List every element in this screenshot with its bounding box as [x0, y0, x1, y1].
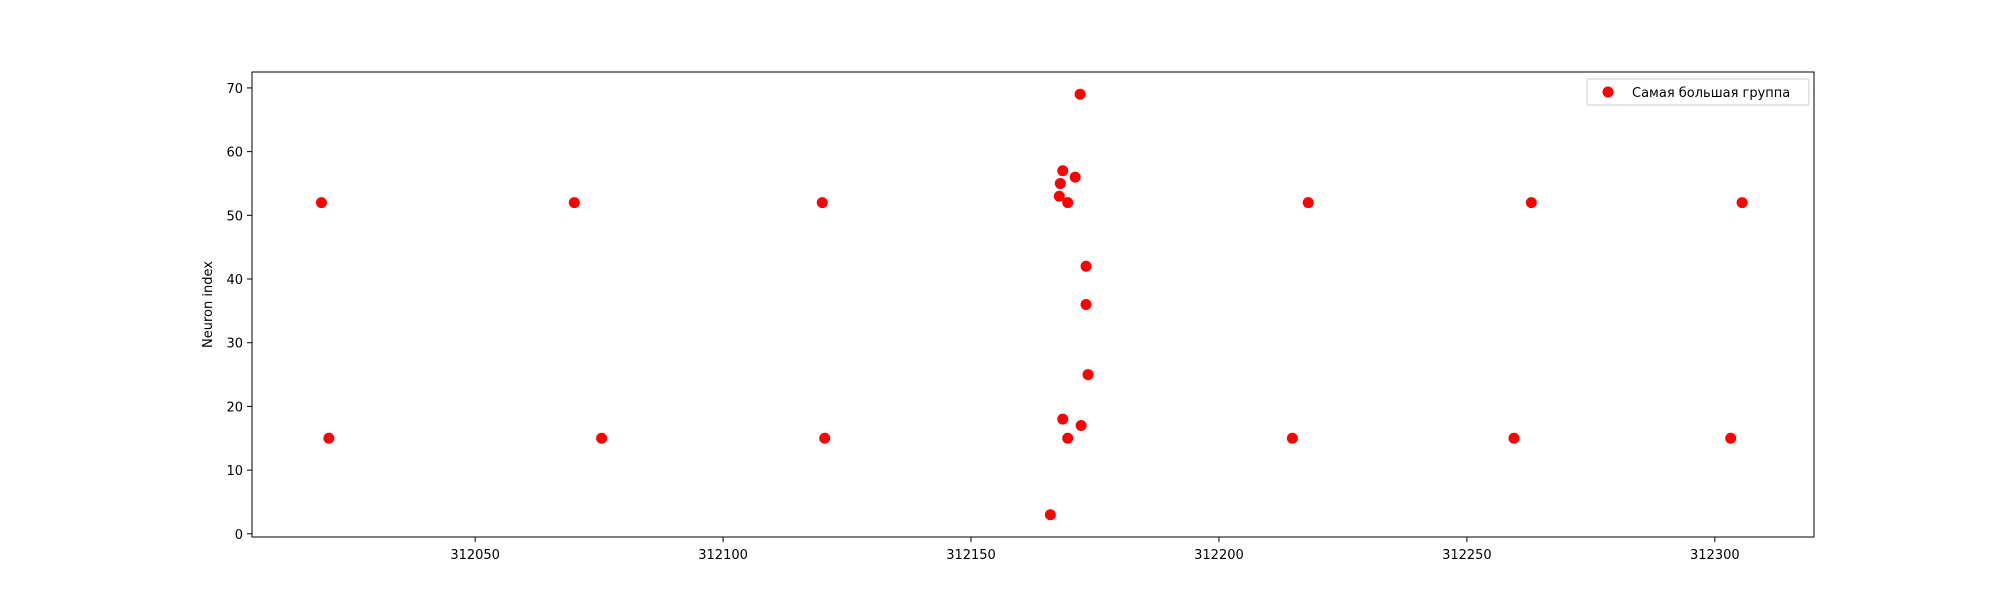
y-axis-label: Neuron index: [201, 261, 216, 348]
y-tick-label: 70: [226, 82, 243, 97]
data-point: [1080, 299, 1092, 310]
x-axis: 312050 312100 312150 312200 312250 312300: [450, 537, 1740, 563]
y-tick-label: 30: [226, 337, 243, 352]
data-point: [1075, 420, 1087, 432]
y-tick-label: 40: [226, 273, 243, 288]
data-point: [1525, 197, 1537, 209]
data-point: [1508, 432, 1520, 444]
data-point: [1053, 190, 1065, 202]
data-point: [1736, 197, 1748, 209]
data-point: [315, 197, 327, 209]
x-tick-label: 312300: [1690, 548, 1740, 563]
x-tick-label: 312100: [698, 548, 748, 563]
y-tick-label: 60: [226, 146, 243, 161]
data-points: [315, 88, 1748, 521]
data-point: [568, 197, 580, 209]
legend-box: [1586, 78, 1810, 106]
data-point: [1062, 197, 1074, 209]
data-point: [1069, 171, 1081, 183]
data-point: [1074, 88, 1086, 100]
plot-area: [251, 71, 1815, 538]
data-point: [1044, 509, 1056, 521]
x-tick-label: 312150: [946, 548, 996, 563]
data-point: [596, 432, 608, 444]
y-tick-label: 50: [226, 209, 243, 224]
data-point: [1057, 413, 1069, 425]
y-tick-label: 0: [235, 528, 243, 543]
data-point: [1286, 432, 1298, 444]
legend: Самая большая группа: [1586, 78, 1810, 106]
legend-marker: [1602, 86, 1614, 98]
data-point: [819, 432, 831, 444]
data-point: [1054, 177, 1066, 189]
data-point: [816, 197, 828, 209]
x-tick-label: 312250: [1442, 548, 1492, 563]
data-point: [1302, 197, 1314, 209]
y-tick-label: 10: [226, 464, 243, 479]
x-tick-label: 312050: [450, 548, 500, 563]
data-point: [1082, 369, 1094, 381]
legend-label: Самая большая группа: [1632, 86, 1790, 101]
data-point: [323, 432, 335, 444]
data-point: [1080, 260, 1092, 272]
y-tick-label: 20: [226, 400, 243, 415]
data-point: [1725, 432, 1737, 444]
data-point: [1062, 432, 1074, 444]
data-point: [1057, 165, 1069, 177]
y-axis: 0 10 20 30 40 50 60 70: [226, 82, 252, 543]
x-tick-label: 312200: [1194, 548, 1244, 563]
